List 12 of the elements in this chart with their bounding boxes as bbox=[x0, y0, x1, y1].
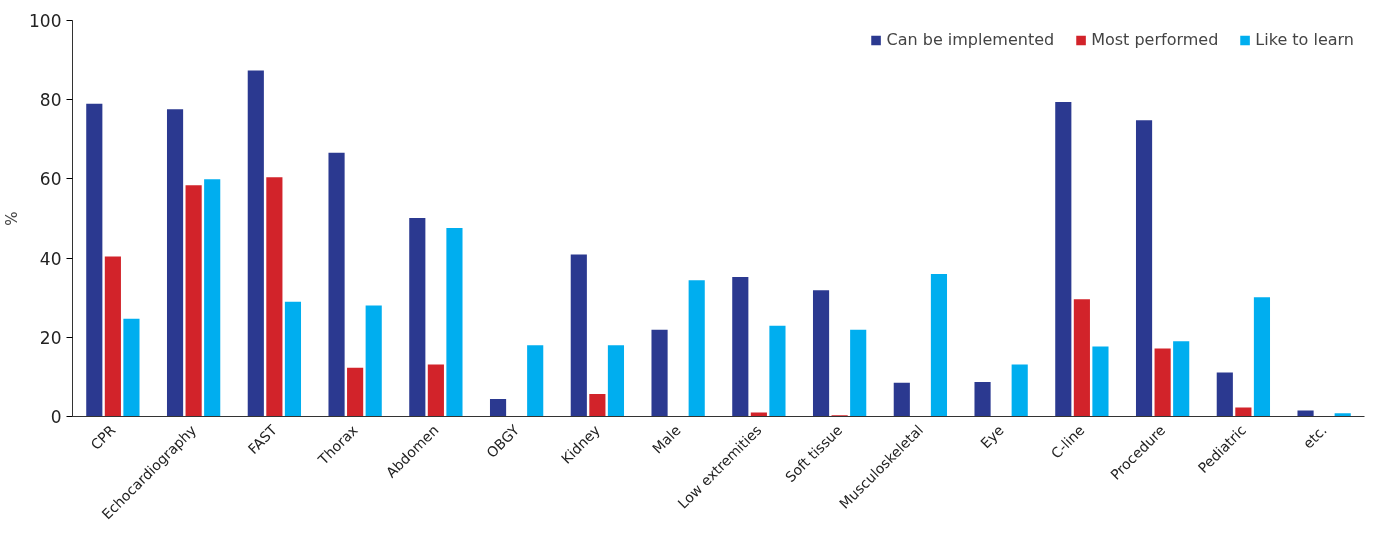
y-axis-title: % bbox=[3, 211, 22, 226]
y-tick-label: 60 bbox=[39, 169, 62, 190]
y-tick-label: 100 bbox=[29, 11, 62, 31]
x-tick-label: Eye bbox=[977, 421, 1007, 452]
y-tick-label: 0 bbox=[50, 407, 62, 427]
y-tick-label: 40 bbox=[39, 248, 62, 269]
x-tick-label: etc. bbox=[1299, 421, 1330, 452]
y-tick-label: 80 bbox=[39, 90, 62, 111]
legend-label: Can be implemented bbox=[886, 30, 1055, 49]
y-tick-label: 20 bbox=[39, 327, 62, 348]
legend-label: Most performed bbox=[1091, 30, 1219, 49]
legend-label: Like to learn bbox=[1255, 30, 1354, 49]
